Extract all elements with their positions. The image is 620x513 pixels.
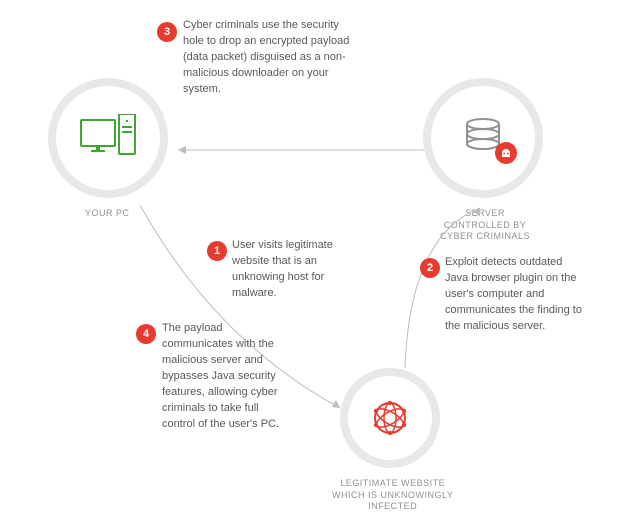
step-2-badge: 2	[420, 258, 440, 278]
node-your-pc	[48, 78, 168, 198]
node-website	[340, 368, 440, 468]
pc-icon	[79, 114, 137, 162]
step-4-text: The payload communicates with the malici…	[162, 321, 292, 433]
step-3-text: Cyber criminals use the security hole to…	[183, 18, 353, 98]
globe-network-icon	[366, 394, 414, 442]
step-4-badge: 4	[136, 324, 156, 344]
step-3-badge: 3	[157, 22, 177, 42]
step-1-text: User visits legitimate website that is a…	[232, 238, 350, 302]
step-2-text: Exploit detects outdated Java browser pl…	[445, 255, 585, 335]
malware-badge-icon	[495, 142, 517, 164]
node-server	[423, 78, 543, 198]
step-1-badge: 1	[207, 241, 227, 261]
